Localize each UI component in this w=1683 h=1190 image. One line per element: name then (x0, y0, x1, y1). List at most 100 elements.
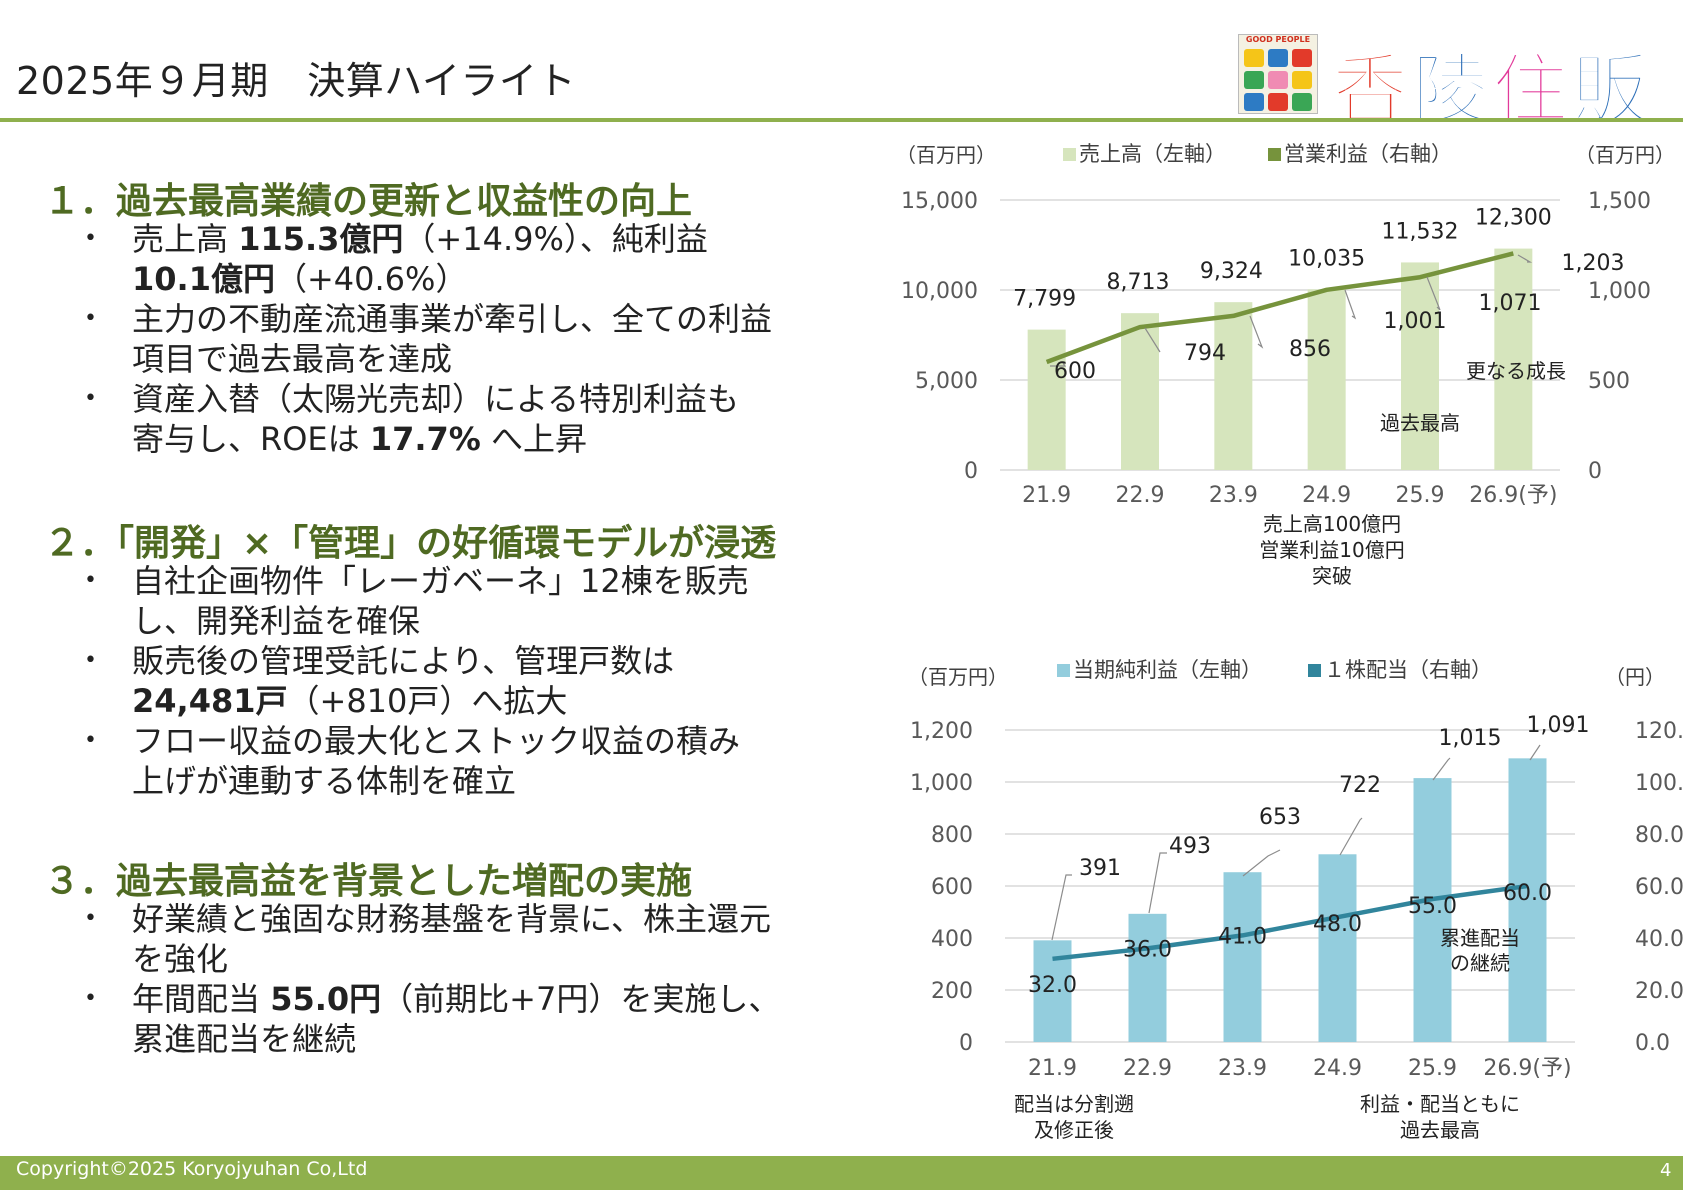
bullet-text: 年間配当 (132, 980, 271, 1018)
y-left-tick: 400 (931, 927, 973, 952)
bullet-text: 24,481戸 (132, 682, 288, 720)
bullet-icon: • (84, 226, 97, 251)
x-tick: 24.9 (1313, 1056, 1362, 1081)
footer-bar (0, 1156, 1683, 1190)
bullet-text: 自社企画物件「レーガベーネ」12棟を販売 (132, 562, 749, 600)
series-line (1052, 883, 1528, 962)
y-left-tick: 0 (959, 1031, 973, 1056)
bar-label: 722 (1339, 773, 1381, 798)
bullet-line: 売上高 115.3億円（+14.9%）、純利益 (132, 218, 852, 260)
bullet-line: 主力の不動産流通事業が牽引し、全ての利益 (132, 298, 852, 340)
y-right-tick: 1,000 (1588, 279, 1651, 304)
y-right-unit: （百万円） (1575, 143, 1675, 167)
bar-label: 653 (1259, 805, 1301, 830)
x-tick: 25.9 (1396, 483, 1445, 508)
bar-label: 9,324 (1200, 259, 1263, 284)
bar-label: 10,035 (1288, 246, 1365, 271)
x-tick: 26.9(予) (1483, 1056, 1571, 1081)
page-number: 4 (1660, 1160, 1672, 1181)
bar-label: 12,300 (1475, 206, 1552, 231)
y-left-tick: 800 (931, 823, 973, 848)
bullet-text: 17.7% (369, 420, 481, 458)
bullet-text: を強化 (132, 940, 229, 978)
bar-label: 8,713 (1107, 270, 1170, 295)
callout-line (1529, 744, 1541, 761)
bullet-line: 10.1億円（+40.6%） (132, 258, 852, 300)
y-right-tick: 60.0 (1635, 875, 1683, 900)
section-heading-2: ２．「開発」×「管理」の好循環モデルが浸透 (44, 523, 777, 564)
legend-swatch (1057, 664, 1070, 677)
bar (1401, 262, 1439, 470)
good-people-mascot-icon: GOOD PEOPLE (1238, 34, 1318, 114)
chart-annotation: 配当は分割遡 (1014, 1092, 1134, 1116)
bar (1033, 940, 1072, 1042)
x-tick: 21.9 (1022, 483, 1071, 508)
bullet-text: 好業績と強固な財務基盤を背景に、株主還元 (132, 900, 772, 938)
y-right-unit: （円） (1605, 665, 1665, 689)
line-label: 55.0 (1408, 894, 1457, 919)
chart-annotation: 売上高100億円 (1263, 512, 1401, 536)
bullet-text: （+810戸）へ拡大 (287, 682, 568, 720)
bullet-line: 24,481戸（+810戸）へ拡大 (132, 680, 852, 722)
chart-annotation: 利益・配当ともに (1360, 1092, 1520, 1116)
x-tick: 23.9 (1218, 1056, 1267, 1081)
y-left-tick: 200 (931, 979, 973, 1004)
bar-label: 7,799 (1013, 287, 1076, 312)
bullet-line: 項目で過去最高を達成 (132, 338, 852, 380)
line-label: 36.0 (1123, 937, 1172, 962)
bullet-icon: • (84, 728, 97, 753)
bar (1128, 913, 1167, 1042)
x-tick: 22.9 (1123, 1056, 1172, 1081)
bar (1121, 313, 1159, 470)
bar-label: 1,015 (1439, 726, 1502, 751)
bullet-text: 上げが連動する体制を確立 (132, 762, 517, 800)
bullet-text: フロー収益の最大化とストック収益の積み (132, 722, 741, 760)
bar-label: 1,091 (1527, 713, 1590, 738)
line-label: 1,071 (1479, 291, 1542, 316)
series-line (1045, 251, 1514, 365)
bullet-text: （+40.6%） (274, 260, 468, 298)
legend-label: 営業利益（右軸） (1284, 142, 1452, 166)
bullet-line: 資産入替（太陽光売却）による特別利益も (132, 378, 852, 420)
bullet-text: （前期比+7円）を実施し、 (381, 980, 781, 1018)
callout-line (1344, 289, 1357, 320)
bullet-text: 項目で過去最高を達成 (132, 340, 453, 378)
bar (1214, 302, 1253, 470)
bar-label: 11,532 (1382, 219, 1459, 244)
bullet-text: 55.0円 (270, 980, 382, 1018)
bullet-icon: • (84, 648, 97, 673)
bullet-text: へ上昇 (480, 420, 588, 458)
callout-line (1339, 817, 1363, 856)
callout-line (1249, 315, 1264, 349)
y-left-tick: 1,200 (910, 719, 973, 744)
line-label: 32.0 (1028, 973, 1077, 998)
legend-swatch (1308, 664, 1321, 677)
y-right-tick: 80.0 (1635, 823, 1683, 848)
x-tick: 22.9 (1116, 483, 1165, 508)
y-right-tick: 0.0 (1635, 1031, 1670, 1056)
bar (1318, 854, 1357, 1042)
section-heading-1: １．過去最高業績の更新と収益性の向上 (44, 181, 693, 222)
y-right-tick: 1,500 (1588, 189, 1651, 214)
line-label: 41.0 (1218, 924, 1267, 949)
callout-line (1148, 852, 1167, 914)
callout-line (1432, 757, 1451, 781)
line-label: 60.0 (1503, 881, 1552, 906)
company-logo: GOOD PEOPLE 香陵住販 (1238, 32, 1678, 135)
x-tick: 21.9 (1028, 1056, 1077, 1081)
logo-tagline: GOOD PEOPLE (1245, 35, 1311, 44)
bullet-icon: • (84, 306, 97, 331)
y-left-tick: 0 (964, 459, 978, 484)
bullet-text: し、開発利益を確保 (132, 602, 421, 640)
bullet-line: 上げが連動する体制を確立 (132, 760, 852, 802)
callout-line (1517, 254, 1533, 263)
callout-line (1144, 327, 1161, 353)
bullet-line: 累進配当を継続 (132, 1018, 852, 1060)
chart-annotation: 更なる成長 (1466, 359, 1566, 383)
y-left-tick: 5,000 (915, 369, 978, 394)
bullet-icon: • (84, 906, 97, 931)
callout-line (1426, 276, 1441, 311)
x-tick: 25.9 (1408, 1056, 1457, 1081)
bar-label: 391 (1079, 856, 1121, 881)
bullet-text: 資産入替（太陽光売却）による特別利益も (132, 380, 740, 418)
